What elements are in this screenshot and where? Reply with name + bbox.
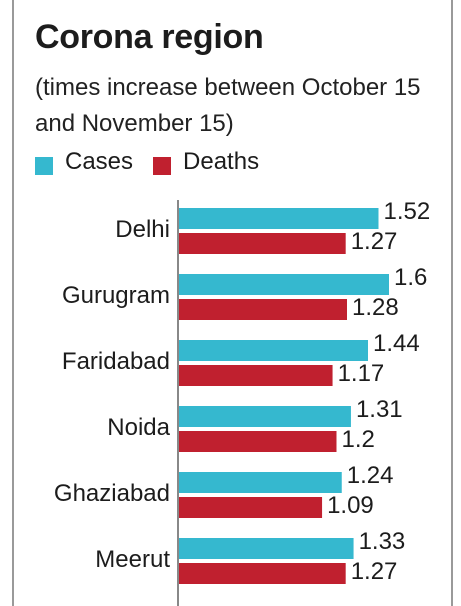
legend-swatch-deaths bbox=[153, 157, 172, 175]
value-label-deaths-meerut: 1.27 bbox=[351, 558, 398, 585]
frame-right-rule bbox=[451, 0, 453, 606]
bar-deaths-meerut bbox=[179, 563, 346, 584]
bar-cases-delhi bbox=[179, 208, 379, 229]
value-label-cases-ghaziabad: 1.24 bbox=[347, 462, 394, 489]
bar-cases-meerut bbox=[179, 538, 354, 559]
bar-cases-noida bbox=[179, 406, 351, 427]
value-label-cases-faridabad: 1.44 bbox=[373, 330, 420, 357]
category-label-meerut: Meerut bbox=[95, 546, 170, 573]
bar-deaths-ghaziabad bbox=[179, 497, 323, 518]
value-label-deaths-noida: 1.2 bbox=[342, 426, 375, 453]
category-label-ghaziabad: Ghaziabad bbox=[54, 480, 170, 507]
value-label-cases-noida: 1.31 bbox=[356, 396, 403, 423]
value-label-deaths-delhi: 1.27 bbox=[351, 228, 398, 255]
legend: Cases Deaths bbox=[35, 147, 279, 177]
value-label-cases-gurugram: 1.6 bbox=[394, 264, 427, 291]
value-label-deaths-gurugram: 1.28 bbox=[352, 294, 399, 321]
value-label-deaths-faridabad: 1.17 bbox=[338, 360, 385, 387]
legend-swatch-cases bbox=[35, 157, 53, 175]
category-label-delhi: Delhi bbox=[115, 216, 170, 243]
chart-subtitle: (times increase between October 15 and N… bbox=[35, 74, 421, 137]
value-label-deaths-ghaziabad: 1.09 bbox=[327, 492, 374, 519]
bar-deaths-gurugram bbox=[179, 299, 347, 320]
legend-label-cases: Cases bbox=[65, 148, 134, 175]
bar-cases-ghaziabad bbox=[179, 472, 342, 493]
bar-cases-gurugram bbox=[179, 274, 389, 295]
legend-label-deaths: Deaths bbox=[183, 148, 260, 175]
category-label-gurugram: Gurugram bbox=[62, 282, 170, 309]
category-label-faridabad: Faridabad bbox=[62, 348, 170, 375]
category-label-noida: Noida bbox=[107, 414, 170, 441]
value-label-cases-delhi: 1.52 bbox=[384, 198, 431, 225]
bar-deaths-faridabad bbox=[179, 365, 333, 386]
chart-title: Corona region bbox=[35, 18, 264, 56]
frame-left-rule bbox=[12, 0, 14, 606]
bar-deaths-delhi bbox=[179, 233, 346, 254]
bar-cases-faridabad bbox=[179, 340, 368, 361]
bar-deaths-noida bbox=[179, 431, 337, 452]
value-label-cases-meerut: 1.33 bbox=[359, 528, 406, 555]
